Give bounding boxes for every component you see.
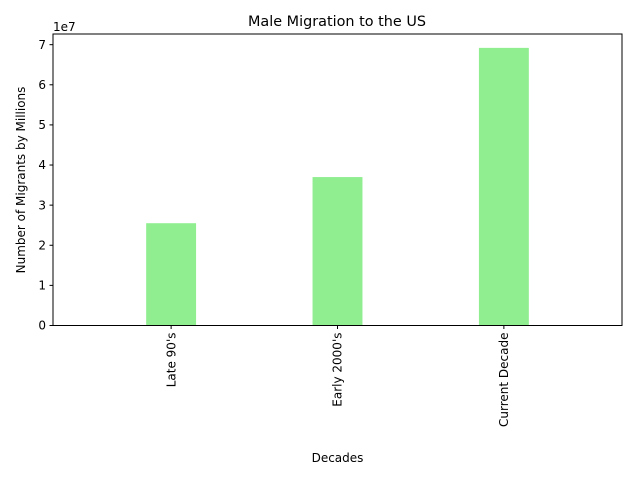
y-offset-label: 1e7 [53,20,76,34]
y-axis-label: Number of Migrants by Millions [14,87,28,274]
bar-2 [478,47,529,326]
chart-title: Male Migration to the US [248,14,426,30]
plot-frame [52,33,623,326]
bar-1 [312,177,363,326]
y-tick-label-3: 3 [38,198,46,212]
y-tick-label-1: 1 [38,279,46,293]
x-tick-label-2: Current Decade [497,333,511,427]
y-tick-label-4: 4 [38,158,46,172]
y-tick-label-0: 0 [38,319,46,333]
x-axis: Late 90's Early 2000's Current Decade [164,325,511,427]
x-tick-label-0: Late 90's [164,333,178,388]
y-tick-label-2: 2 [38,238,46,252]
y-axis: 0 1 2 3 4 5 6 7 [38,38,53,333]
y-tick-label-6: 6 [38,78,46,92]
x-tick-label-1: Early 2000's [331,333,345,407]
bars-group [146,47,529,326]
y-tick-label-7: 7 [38,38,46,52]
bar-0 [146,223,197,326]
y-tick-label-5: 5 [38,118,46,132]
x-axis-label: Decades [312,451,364,465]
